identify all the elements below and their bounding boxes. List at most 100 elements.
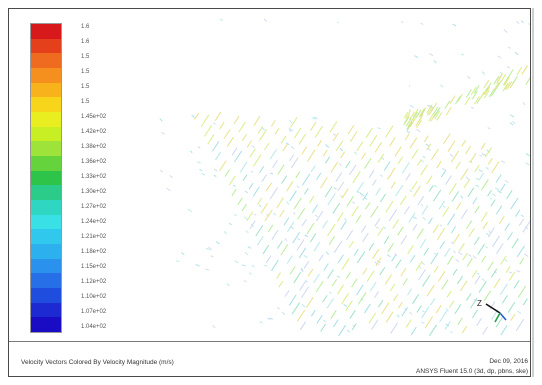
velocity-vector — [243, 216, 249, 221]
velocity-vector — [381, 302, 390, 315]
velocity-vector — [420, 22, 424, 25]
velocity-vector — [316, 172, 322, 180]
velocity-vector — [430, 297, 436, 306]
velocity-vector — [472, 197, 478, 205]
velocity-vector — [285, 201, 290, 205]
velocity-vector — [309, 233, 317, 243]
velocity-vector — [429, 324, 437, 337]
velocity-vector — [469, 297, 478, 309]
velocity-vector — [244, 251, 249, 256]
velocity-vector — [433, 60, 437, 64]
velocity-vector — [405, 110, 412, 119]
velocity-vector — [267, 224, 274, 233]
velocity-vector — [369, 281, 377, 292]
legend-label: 1.21e+02 — [81, 234, 107, 240]
velocity-vector — [458, 242, 465, 252]
velocity-vector — [362, 232, 369, 243]
velocity-vector — [439, 224, 443, 227]
legend-label: 1.27e+02 — [81, 204, 107, 210]
velocity-vector — [280, 135, 287, 144]
velocity-vector — [408, 212, 416, 223]
velocity-vector — [510, 313, 516, 321]
velocity-vector — [353, 248, 359, 256]
velocity-vector — [264, 142, 270, 151]
velocity-vector — [514, 51, 519, 56]
velocity-vector — [383, 236, 390, 244]
colormap-legend — [30, 23, 62, 333]
velocity-vector — [421, 321, 425, 324]
legend-label: 1.38e+02 — [81, 144, 107, 150]
velocity-vector — [197, 161, 201, 164]
velocity-vector — [494, 187, 499, 190]
velocity-vector — [416, 119, 422, 129]
velocity-vector — [497, 190, 502, 194]
z-axis-line — [485, 303, 501, 314]
velocity-vector — [399, 195, 407, 206]
velocity-vector — [246, 140, 252, 148]
velocity-vector-plot[interactable] — [9, 9, 530, 342]
velocity-vector — [271, 229, 279, 240]
velocity-vector — [521, 66, 528, 75]
velocity-vector — [481, 152, 485, 156]
velocity-vector — [412, 223, 418, 231]
velocity-vector — [466, 220, 473, 229]
velocity-vector — [448, 183, 457, 195]
velocity-vector — [341, 293, 349, 305]
legend-color-swatch — [31, 38, 61, 54]
velocity-vector — [310, 309, 316, 317]
velocity-vector — [519, 257, 525, 265]
velocity-vector — [306, 297, 314, 308]
velocity-vector — [252, 186, 260, 197]
velocity-vector — [493, 278, 501, 289]
velocity-vector — [274, 128, 280, 135]
legend-color-swatch — [31, 82, 61, 98]
velocity-vector — [485, 246, 488, 249]
velocity-vector — [405, 173, 411, 181]
velocity-vector — [372, 249, 380, 260]
velocity-vector — [269, 148, 278, 160]
legend-color-swatch — [31, 229, 61, 245]
velocity-vector — [341, 258, 350, 270]
velocity-vector — [377, 153, 384, 163]
velocity-vector — [310, 165, 316, 173]
velocity-vector — [428, 185, 434, 192]
velocity-vector — [445, 106, 452, 116]
velocity-vector — [159, 169, 164, 173]
velocity-vector — [259, 321, 263, 324]
velocity-vector — [219, 160, 227, 172]
graphics-window[interactable]: 1.6 1.6 1.5 1.5 1.5 1.5 1.45e+02 1.42e+02 1.38e+… — [8, 8, 531, 377]
velocity-vector — [199, 169, 203, 172]
velocity-vector — [277, 164, 285, 175]
velocity-vector — [458, 251, 463, 256]
velocity-vector — [474, 164, 480, 173]
velocity-vector — [435, 304, 442, 314]
velocity-vector — [187, 208, 192, 213]
velocity-vector — [213, 174, 217, 178]
velocity-vector — [304, 234, 309, 238]
velocity-vector — [387, 242, 394, 253]
velocity-vector — [262, 244, 270, 255]
velocity-vector — [441, 279, 449, 290]
velocity-vector — [473, 236, 480, 245]
velocity-vector — [337, 254, 344, 264]
velocity-vector — [401, 162, 410, 174]
velocity-vector — [313, 116, 318, 120]
velocity-vector — [364, 197, 368, 200]
velocity-vector — [271, 259, 279, 271]
legend-label: 1.5 — [81, 54, 90, 60]
velocity-vector — [412, 108, 419, 118]
velocity-vector — [368, 169, 375, 178]
velocity-vector — [441, 168, 446, 171]
velocity-vector — [347, 124, 355, 135]
velocity-vector — [263, 18, 268, 22]
legend-label: 1.6 — [81, 24, 90, 30]
velocity-vector — [283, 217, 290, 226]
velocity-vector — [378, 299, 384, 308]
velocity-vector — [340, 195, 343, 198]
velocity-vector — [434, 110, 441, 120]
velocity-vector — [327, 193, 336, 206]
velocity-vector — [298, 133, 307, 145]
velocity-vector — [293, 197, 302, 210]
velocity-vector — [411, 180, 418, 191]
velocity-vector — [299, 321, 307, 331]
